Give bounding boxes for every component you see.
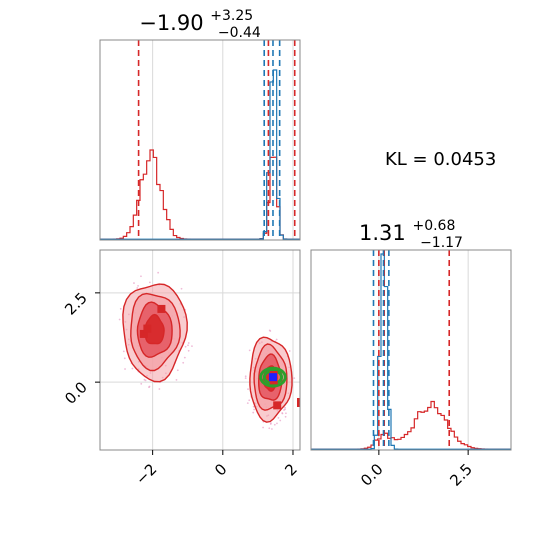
panel-top-left-histograms <box>100 69 300 240</box>
panel-top-left-grid <box>152 40 294 240</box>
panel-bottom-right-title-sup: +0.68 <box>412 218 455 234</box>
panel-top-left: −1.90 +3.25 −0.44 <box>99 1 301 241</box>
panel-top-left-title: −1.90 +3.25 −0.44 <box>139 1 261 41</box>
kl-annotation: KL = 0.0453 <box>385 149 496 170</box>
scatter-point <box>137 285 139 287</box>
panel-bottom-right-title-main: 1.31 <box>359 221 406 245</box>
scatter-point <box>175 378 178 381</box>
scatter-point <box>244 377 247 380</box>
scatter-point <box>247 388 249 391</box>
panel-bottom-right: 0.0 2.5 1.31 +0.68 −1.17 <box>310 211 512 490</box>
blue-square-marker <box>268 373 277 382</box>
panel-bottom-left-markers <box>139 304 300 410</box>
scatter-point <box>269 423 272 425</box>
scatter-point <box>281 412 284 415</box>
panel-bottom-right-background <box>311 250 511 450</box>
panel-bottom-right-frame <box>310 249 512 451</box>
scatter-point <box>158 388 161 390</box>
scatter-point <box>124 368 126 370</box>
scatter-point <box>140 275 142 278</box>
red-square-marker <box>273 401 282 410</box>
scatter-point <box>180 287 183 290</box>
scatter-point <box>262 426 265 429</box>
panel-bottom-left: −2 0 2 0.0 2.5 <box>61 249 301 488</box>
scatter-point <box>268 427 271 430</box>
panel-bottom-right-title-sub: −1.17 <box>420 235 463 251</box>
scatter-point <box>285 412 287 415</box>
red-square-marker <box>157 304 166 313</box>
scatter-point <box>271 428 273 430</box>
panel-top-left-quantile-lines <box>137 40 296 240</box>
histogram-step-series-1 <box>100 69 300 240</box>
scatter-point <box>277 416 280 419</box>
scatter-point <box>284 415 287 418</box>
scatter-point <box>187 342 190 344</box>
panel-bottom-left-frame <box>99 249 301 451</box>
scatter-point <box>182 361 185 364</box>
red-square-marker <box>139 329 148 338</box>
x-tick-label: 2 <box>281 460 300 479</box>
scatter-point <box>248 399 251 402</box>
green-contour <box>259 366 287 388</box>
scatter-point <box>122 350 125 353</box>
panel-top-left-title-sup: +3.25 <box>210 8 253 24</box>
x-tick-label: −2 <box>132 460 160 488</box>
scatter-point <box>187 344 189 347</box>
red-square-marker <box>143 324 152 333</box>
x-tick-label: 0.0 <box>357 460 387 490</box>
scatter-point <box>293 377 296 380</box>
scatter-point <box>140 382 143 385</box>
scatter-point <box>118 318 121 321</box>
scatter-point <box>183 356 186 359</box>
panel-bottom-right-quantile-lines <box>372 250 451 450</box>
scatter-point <box>136 287 139 289</box>
panel-bottom-right-x-ticks: 0.0 2.5 <box>357 450 476 490</box>
x-tick-label: 0 <box>211 460 230 479</box>
scatter-point <box>273 423 276 426</box>
scatter-point <box>119 307 122 310</box>
scatter-point <box>244 375 247 378</box>
scatter-point <box>187 349 190 352</box>
scatter-point <box>283 409 285 411</box>
x-tick-label: 2.5 <box>446 460 476 490</box>
panel-top-left-title-sub: −0.44 <box>218 25 261 41</box>
scatter-point <box>143 378 146 381</box>
panel-bottom-left-y-ticks: 0.0 2.5 <box>61 289 100 408</box>
panel-bottom-right-histograms <box>311 253 511 450</box>
scatter-point <box>176 369 179 372</box>
scatter-point <box>184 345 187 348</box>
scatter-point <box>252 411 255 414</box>
scatter-point <box>148 281 151 284</box>
scatter-point <box>288 350 291 352</box>
scatter-point <box>252 405 255 408</box>
scatter-point <box>123 357 126 360</box>
scatter-point <box>284 406 286 409</box>
y-tick-label: 2.5 <box>61 289 91 319</box>
y-tick-label: 0.0 <box>61 378 91 408</box>
scatter-point <box>131 367 134 370</box>
scatter-point <box>268 329 271 332</box>
scatter-point <box>248 349 251 352</box>
scatter-point <box>275 338 278 341</box>
scatter-point <box>246 402 249 405</box>
histogram-step-series-1 <box>311 253 511 450</box>
scatter-point <box>148 386 150 389</box>
scatter-point <box>276 422 278 425</box>
scatter-point <box>279 419 282 422</box>
scatter-point <box>157 271 160 274</box>
scatter-point <box>253 408 256 411</box>
red-edge-marker <box>297 398 300 407</box>
scatter-point <box>191 345 193 348</box>
panel-bottom-right-title: 1.31 +0.68 −1.17 <box>359 211 463 251</box>
panel-bottom-left-x-ticks: −2 0 2 <box>132 450 301 488</box>
scatter-point <box>133 282 135 284</box>
panel-top-left-frame <box>99 39 301 241</box>
panel-top-left-title-main: −1.90 <box>139 11 203 35</box>
